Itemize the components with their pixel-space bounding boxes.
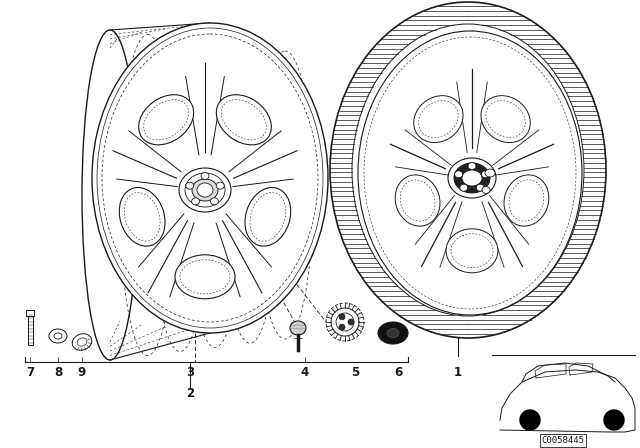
- Ellipse shape: [387, 328, 399, 337]
- Text: 8: 8: [54, 366, 62, 379]
- Ellipse shape: [481, 171, 490, 178]
- Ellipse shape: [290, 321, 306, 335]
- Text: 4: 4: [301, 366, 309, 379]
- Ellipse shape: [139, 95, 194, 145]
- Ellipse shape: [358, 31, 582, 315]
- Polygon shape: [500, 370, 635, 432]
- Ellipse shape: [481, 95, 531, 142]
- Ellipse shape: [485, 169, 495, 177]
- Ellipse shape: [201, 172, 209, 180]
- Ellipse shape: [413, 95, 463, 142]
- Ellipse shape: [462, 170, 482, 186]
- Text: 1: 1: [454, 366, 462, 379]
- Ellipse shape: [216, 182, 224, 189]
- Ellipse shape: [330, 2, 606, 338]
- Ellipse shape: [216, 95, 271, 145]
- Ellipse shape: [460, 184, 468, 191]
- Text: 2: 2: [186, 387, 194, 400]
- Ellipse shape: [395, 175, 440, 226]
- Ellipse shape: [476, 184, 484, 191]
- Bar: [26, 310, 34, 316]
- Text: 3: 3: [186, 366, 194, 379]
- Ellipse shape: [119, 188, 165, 246]
- Ellipse shape: [54, 333, 62, 339]
- Ellipse shape: [192, 179, 218, 201]
- Ellipse shape: [348, 319, 354, 325]
- Ellipse shape: [77, 338, 87, 346]
- Bar: [28, 315, 33, 345]
- Ellipse shape: [378, 322, 408, 344]
- Ellipse shape: [197, 183, 213, 197]
- Text: 9: 9: [78, 366, 86, 379]
- Circle shape: [520, 410, 540, 430]
- Ellipse shape: [504, 175, 549, 226]
- Circle shape: [604, 410, 624, 430]
- Ellipse shape: [175, 255, 235, 299]
- Text: 7: 7: [26, 366, 34, 379]
- Ellipse shape: [186, 182, 194, 189]
- Text: C0058445: C0058445: [541, 436, 584, 445]
- Ellipse shape: [191, 198, 200, 205]
- Ellipse shape: [454, 171, 463, 178]
- Ellipse shape: [339, 324, 345, 330]
- Ellipse shape: [446, 229, 498, 273]
- Text: 6: 6: [394, 366, 402, 379]
- Ellipse shape: [92, 23, 328, 333]
- Ellipse shape: [245, 188, 291, 246]
- Ellipse shape: [448, 158, 496, 198]
- Ellipse shape: [454, 163, 490, 193]
- Ellipse shape: [179, 168, 231, 212]
- Ellipse shape: [211, 198, 218, 205]
- Ellipse shape: [336, 313, 354, 331]
- Text: 5: 5: [351, 366, 359, 379]
- Ellipse shape: [49, 329, 67, 343]
- Ellipse shape: [339, 314, 345, 320]
- Ellipse shape: [72, 334, 92, 350]
- Ellipse shape: [468, 163, 476, 169]
- Ellipse shape: [482, 186, 490, 194]
